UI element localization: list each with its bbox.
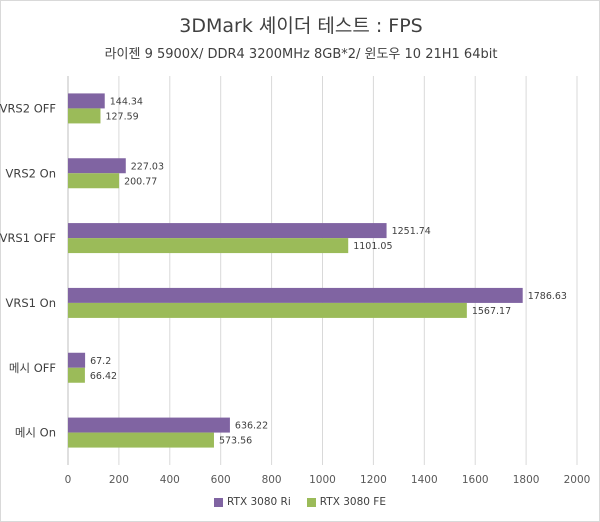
x-tick-label: 2000 (564, 474, 591, 486)
bar-series-0 (68, 417, 230, 433)
x-tick-label: 1400 (411, 474, 438, 486)
data-label: 1786.63 (528, 291, 567, 302)
x-tick-label: 600 (211, 474, 231, 486)
x-tick-label: 1800 (513, 474, 540, 486)
x-tick-label: 1200 (360, 474, 387, 486)
x-tick-label: 200 (109, 474, 129, 486)
legend-swatch-series-1 (306, 497, 316, 507)
chart-title: 3DMark 셰이더 테스트 : FPS (179, 15, 423, 37)
legend-swatch-series-0 (214, 497, 224, 507)
category-label: VRS1 On (6, 296, 56, 310)
x-tick-label: 1000 (309, 474, 336, 486)
category-label: VRS2 OFF (0, 101, 56, 115)
bar-series-0 (68, 158, 126, 174)
data-label: 636.22 (235, 421, 268, 432)
bar-series-0 (68, 223, 387, 239)
category-label: VRS2 On (6, 166, 56, 180)
x-tick-label: 0 (65, 474, 72, 486)
bar-series-1 (68, 238, 349, 254)
data-label: 227.03 (131, 161, 164, 172)
data-label: 200.77 (124, 176, 157, 187)
x-tick-label: 1600 (462, 474, 489, 486)
legend-item-series-0: RTX 3080 Ri (214, 496, 291, 508)
data-label: 127.59 (105, 111, 138, 122)
legend-label-series-0: RTX 3080 Ri (227, 496, 291, 508)
bar-series-1 (68, 302, 467, 318)
bar-series-0 (68, 93, 105, 109)
data-label: 66.42 (90, 371, 117, 382)
bar-series-0 (68, 352, 86, 368)
x-tick-label: 800 (262, 474, 282, 486)
data-label: 573.56 (219, 436, 252, 447)
category-label: VRS1 OFF (0, 231, 56, 245)
data-label: 144.34 (110, 96, 143, 107)
category-label: 메시 On (15, 426, 56, 440)
data-label: 1251.74 (392, 226, 431, 237)
legend-item-series-1: RTX 3080 FE (306, 496, 386, 508)
legend: RTX 3080 Ri RTX 3080 FE (0, 496, 600, 508)
bar-series-1 (68, 108, 101, 124)
bar-series-0 (68, 287, 523, 303)
legend-label-series-1: RTX 3080 FE (319, 496, 386, 508)
data-label: 1101.05 (353, 241, 392, 252)
data-label: 1567.17 (472, 306, 511, 317)
chart-subtitle: 라이젠 9 5900X/ DDR4 3200MHz 8GB*2/ 윈도우 10 … (104, 47, 498, 62)
bar-series-1 (68, 432, 214, 448)
bar-series-1 (68, 367, 85, 383)
data-label: 67.2 (90, 356, 111, 367)
x-tick-label: 400 (160, 474, 180, 486)
bar-series-1 (68, 173, 120, 189)
category-label: 메시 OFF (9, 361, 56, 375)
